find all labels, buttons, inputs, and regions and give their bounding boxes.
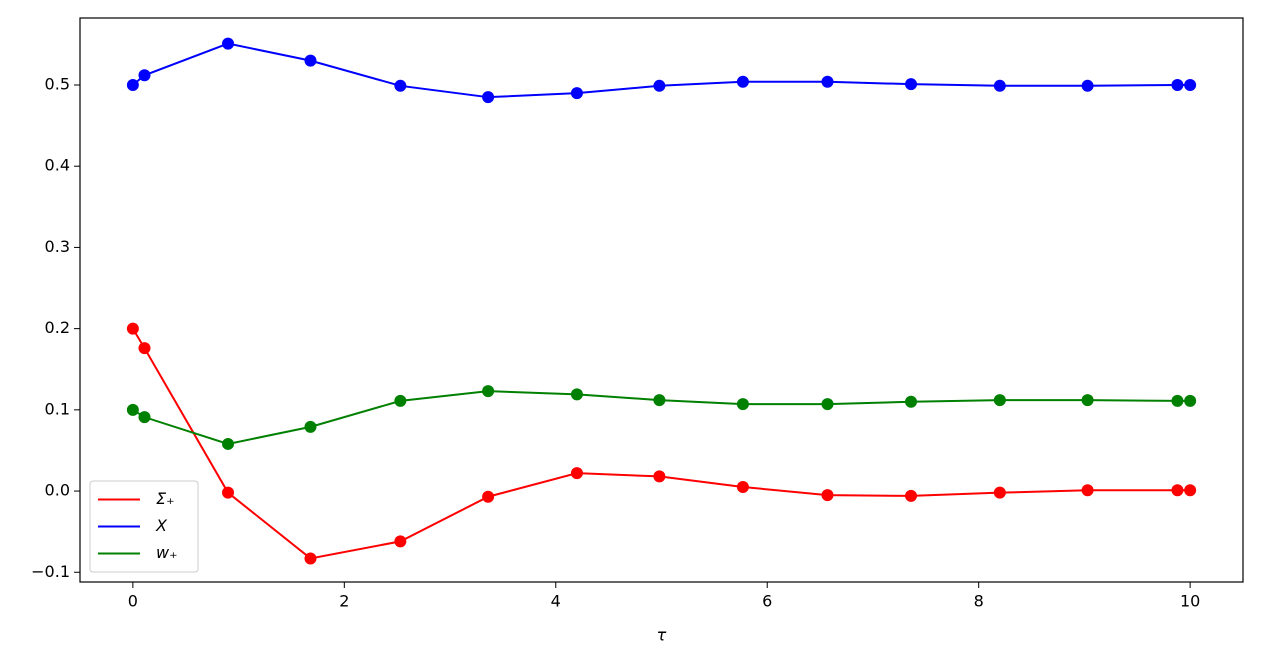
- data-point: [482, 91, 495, 104]
- data-point: [570, 467, 583, 480]
- legend-label: Σ₊: [156, 489, 175, 508]
- data-point: [1184, 484, 1197, 497]
- data-point: [1184, 394, 1197, 407]
- data-point: [126, 403, 139, 416]
- data-point: [821, 398, 834, 411]
- data-point: [138, 342, 151, 355]
- data-point: [993, 79, 1006, 92]
- data-point: [905, 395, 918, 408]
- data-point: [394, 79, 407, 92]
- data-point: [138, 69, 151, 82]
- data-point: [821, 489, 834, 502]
- data-point: [126, 322, 139, 335]
- data-point: [304, 552, 317, 565]
- data-point: [821, 75, 834, 88]
- y-tick-label: −0.1: [31, 562, 70, 581]
- data-point: [653, 79, 666, 92]
- data-point: [222, 37, 235, 50]
- data-point: [736, 398, 749, 411]
- data-point: [394, 535, 407, 548]
- y-tick-label: 0.1: [45, 399, 70, 418]
- x-tick-label: 10: [1180, 592, 1200, 611]
- data-point: [1171, 78, 1184, 91]
- x-tick-label: 8: [974, 592, 984, 611]
- data-point: [570, 87, 583, 100]
- data-point: [570, 388, 583, 401]
- data-point: [138, 411, 151, 424]
- data-point: [1184, 78, 1197, 91]
- y-tick-label: 0.3: [45, 237, 70, 256]
- x-tick-label: 2: [339, 592, 349, 611]
- data-point: [222, 437, 235, 450]
- data-point: [222, 486, 235, 499]
- x-tick-label: 4: [551, 592, 561, 611]
- data-point: [736, 480, 749, 493]
- data-point: [993, 394, 1006, 407]
- x-tick-label: 6: [762, 592, 772, 611]
- data-point: [482, 490, 495, 503]
- legend-box: [89, 480, 199, 573]
- data-point: [304, 420, 317, 433]
- data-point: [1081, 394, 1094, 407]
- data-point: [304, 54, 317, 67]
- data-point: [736, 75, 749, 88]
- data-point: [653, 394, 666, 407]
- data-point: [993, 486, 1006, 499]
- plot-area: [79, 17, 1244, 583]
- y-tick-label: 0.5: [45, 74, 70, 93]
- data-point: [1081, 79, 1094, 92]
- data-point: [394, 394, 407, 407]
- legend-label: X: [155, 516, 168, 535]
- data-point: [1171, 484, 1184, 497]
- y-tick-label: 0.4: [45, 156, 70, 175]
- data-point: [1171, 394, 1184, 407]
- y-tick-label: 0.0: [45, 481, 70, 500]
- y-tick-label: 0.2: [45, 318, 70, 337]
- data-point: [1081, 484, 1094, 497]
- data-point: [126, 78, 139, 91]
- data-point: [905, 489, 918, 502]
- data-point: [653, 470, 666, 483]
- x-axis-label: τ: [657, 626, 667, 645]
- x-tick-label: 0: [128, 592, 138, 611]
- data-point: [905, 78, 918, 91]
- legend-label: w₊: [156, 543, 178, 562]
- data-point: [482, 385, 495, 398]
